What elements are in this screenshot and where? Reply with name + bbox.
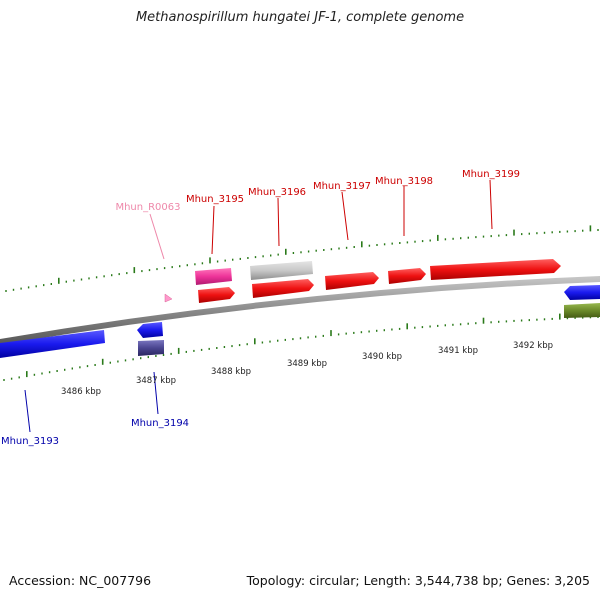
axis-label: 3487 kbp [136,376,176,386]
label-line-mhun-3193 [24,389,31,433]
label-line-mhun-3199 [489,179,493,230]
cds-mhun-3197 [325,272,379,290]
inner-tick-row [3,313,599,381]
cds-mhun-3198 [388,268,426,284]
cds-right-edge [564,285,600,300]
accession-text: Accession: NC_007796 [9,573,152,588]
other-feature-right-edge [564,303,600,318]
axis-label: 3489 kbp [287,359,327,369]
gene-label-mhun-3196[interactable]: Mhun_3196 [248,187,306,198]
gene-label-mhun-3195[interactable]: Mhun_3195 [186,194,244,205]
axis-label: 3492 kbp [513,341,553,351]
gene-label-mhun-3198[interactable]: Mhun_3198 [375,176,433,187]
genome-backbone [0,276,600,345]
rrna-upper-mhun-3195 [195,268,232,285]
cds-mhun-3194 [137,322,163,338]
axis-label: 3488 kbp [211,367,251,377]
other-feature-mhun-3194 [138,340,164,356]
genome-summary-text: Topology: circular; Length: 3,544,738 bp… [246,573,590,588]
gene-label-mhun-3193[interactable]: Mhun_3193 [1,436,59,447]
label-line-mhun-3196 [277,197,280,247]
trna-mhun-r0063 [164,293,173,303]
cds-mhun-3199 [430,259,561,280]
gene-label-mhun-r0063[interactable]: Mhun_R0063 [115,202,180,213]
cds-mhun-3195 [198,287,235,303]
axis-label: 3490 kbp [362,352,402,362]
cds-mhun-3196 [252,279,314,298]
gene-label-mhun-3194[interactable]: Mhun_3194 [131,418,189,429]
axis-label: 3486 kbp [61,387,101,397]
outer-tick-row [5,225,599,292]
cds-mhun-3193 [0,330,105,358]
label-line-mhun-3195 [211,205,215,255]
gene-label-mhun-3199[interactable]: Mhun_3199 [462,169,520,180]
label-line-mhun-3194 [153,371,159,415]
genome-title: Methanospirillum hungatei JF-1, complete… [135,10,465,25]
label-line-mhun-3197 [341,191,349,241]
pseudo-gene-mhun-3196 [250,261,313,280]
label-line-mhun-r0063 [149,213,165,260]
gene-label-mhun-3197[interactable]: Mhun_3197 [313,181,371,192]
axis-label: 3491 kbp [438,346,478,356]
